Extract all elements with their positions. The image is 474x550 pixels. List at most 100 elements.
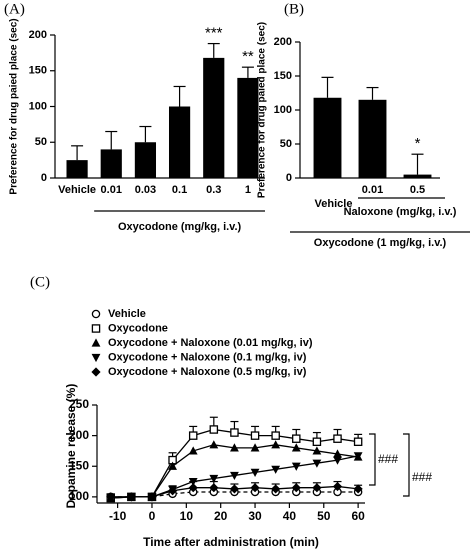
significance-label: * (415, 135, 421, 152)
data-point (312, 459, 322, 468)
bar (100, 149, 122, 178)
data-point (353, 484, 363, 494)
data-point (291, 443, 301, 452)
y-tick-label: 50 (35, 136, 47, 148)
x-tick-label: -10 (109, 509, 127, 523)
data-point (333, 449, 342, 458)
data-point (333, 456, 342, 465)
data-point (230, 471, 239, 481)
significance-label: *** (205, 25, 223, 42)
data-point (229, 484, 240, 494)
y-tick-label: 50 (280, 138, 292, 150)
data-point (271, 431, 280, 440)
x-tick-label: 40 (283, 509, 297, 523)
y-tick-label: 0 (286, 172, 292, 184)
legend-label: Oxycodone + Naloxone (0.5 mg/kg, iv) (108, 366, 307, 378)
bar (168, 106, 191, 178)
y-tick-label: 150 (274, 70, 292, 82)
data-point (209, 425, 219, 434)
data-point (271, 465, 281, 474)
y-axis-label: Preference for drug paied place (sec) (9, 18, 20, 194)
bar (237, 77, 259, 178)
data-point (292, 434, 301, 443)
y-tick-label: 200 (274, 36, 292, 48)
bracket (403, 433, 410, 497)
legend-label: Vehicle (108, 308, 146, 320)
x-tick-label: 30 (248, 509, 262, 523)
data-point (188, 446, 198, 455)
legend-marker (91, 338, 101, 347)
x-tick-label: 0.3 (206, 184, 221, 196)
legend-marker (91, 309, 101, 319)
x-tick-label: Vehicle (58, 184, 96, 196)
data-point (230, 428, 239, 437)
data-point (209, 474, 219, 484)
data-point (271, 484, 281, 494)
x-tick-label: 20 (214, 509, 228, 523)
data-point (168, 461, 177, 470)
bar (134, 142, 157, 178)
x-tick-label: Vehicle (315, 198, 353, 210)
data-point (230, 443, 239, 452)
annotation: ### (378, 452, 398, 466)
x-tick-label: 0.1 (172, 184, 187, 196)
data-point (271, 440, 281, 449)
data-point (353, 437, 363, 446)
y-tick-label: 150 (29, 65, 47, 77)
bar (313, 97, 342, 178)
x-tick-label: 10 (180, 509, 194, 523)
x-tick-label: 0.5 (410, 184, 425, 196)
data-point (209, 440, 219, 449)
bar (66, 160, 88, 178)
annotation: ### (412, 470, 432, 484)
y-tick-label: 100 (29, 100, 47, 112)
data-point (312, 437, 322, 446)
data-point (188, 483, 198, 493)
data-point (312, 483, 322, 493)
y-tick-label: 200 (69, 428, 89, 442)
panel-label: (A) (4, 1, 25, 17)
data-point (250, 443, 260, 452)
data-point (353, 452, 363, 461)
x-tick-label: 0.01 (101, 184, 122, 196)
data-point (106, 492, 116, 502)
data-point (188, 431, 198, 440)
x-tick-label: 0.01 (362, 184, 383, 196)
data-point (250, 483, 260, 493)
data-point (209, 483, 219, 493)
legend-marker (91, 324, 101, 333)
legend-marker (91, 367, 101, 377)
x-tick-label: 60 (351, 509, 365, 523)
y-tick-label: 100 (274, 104, 292, 116)
data-point (250, 431, 260, 440)
data-point (312, 446, 322, 455)
data-point (332, 481, 343, 492)
data-point (167, 486, 178, 496)
data-point (291, 462, 301, 471)
bar (203, 57, 225, 178)
data-point (333, 434, 342, 443)
x-tick-label: 50 (317, 509, 331, 523)
x-tick-label: 1 (245, 184, 251, 196)
legend-marker (91, 353, 101, 363)
legend-label: Oxycodone (108, 322, 168, 334)
data-point (250, 468, 260, 477)
bracket (369, 433, 376, 486)
y-tick-label: 0 (41, 172, 47, 184)
y-axis-label: Dopamine release (%) (64, 384, 78, 509)
panel-label: (C) (30, 274, 50, 290)
x-tick-label: 0.03 (135, 184, 156, 196)
data-point (147, 492, 157, 502)
y-tick-label: 200 (29, 29, 47, 41)
y-tick-label: 150 (69, 458, 89, 472)
x-axis-label: Time after administration (min) (143, 535, 319, 549)
panel-label: (B) (284, 1, 304, 17)
data-point (126, 492, 136, 502)
y-tick-label: 100 (69, 489, 89, 503)
bar (403, 174, 432, 178)
legend-label: Oxycodone + Naloxone (0.1 mg/kg, iv) (108, 351, 307, 363)
legend-label: Oxycodone + Naloxone (0.01 mg/kg, iv) (108, 337, 313, 349)
x-axis-label: Oxycodone (mg/kg, i.v.) (118, 221, 242, 233)
bar (358, 99, 387, 178)
